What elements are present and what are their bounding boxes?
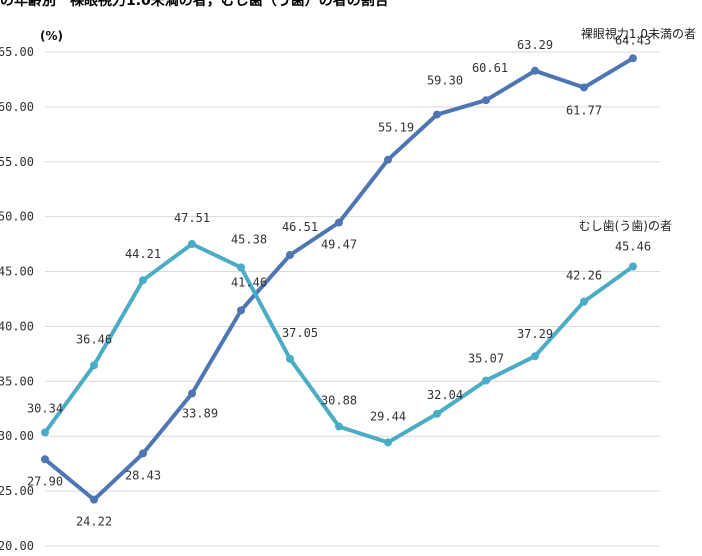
dental-caries-data-label: 42.26 [566, 269, 602, 283]
y-tick-label: 20.00 [0, 539, 34, 553]
naked-eye-vision-data-label: 63.29 [517, 38, 553, 52]
dental-caries-data-label: 47.51 [174, 211, 210, 225]
naked-eye-vision-point [629, 54, 637, 63]
y-tick-label: 50.00 [0, 210, 34, 224]
y-tick-label: 60.00 [0, 100, 34, 114]
naked-eye-vision-series-label: 裸眼視力1.0未満の者 [581, 26, 696, 41]
dental-caries-point [188, 240, 196, 249]
naked-eye-vision-data-label: 60.61 [472, 61, 508, 75]
dental-caries-point [41, 428, 49, 437]
dental-caries-point [482, 376, 490, 385]
y-tick-label: 35.00 [0, 374, 34, 388]
naked-eye-vision-point [139, 449, 147, 458]
naked-eye-vision-data-label: 33.89 [182, 407, 218, 421]
dental-caries-series-line [43, 242, 635, 445]
y-tick-label: 65.00 [0, 45, 34, 59]
naked-eye-vision-point [188, 389, 196, 398]
dental-caries-data-label: 32.04 [427, 388, 463, 402]
naked-eye-vision-point [237, 306, 245, 315]
dental-caries-point [580, 297, 588, 306]
naked-eye-vision-series-line [43, 56, 635, 502]
y-tick-label: 40.00 [0, 319, 34, 333]
y-tick-label: 45.00 [0, 265, 34, 279]
naked-eye-vision-data-label: 46.51 [282, 220, 318, 234]
naked-eye-vision-data-label: 49.47 [321, 237, 357, 251]
dental-caries-data-label: 44.21 [125, 247, 161, 261]
naked-eye-vision-data-label: 27.90 [27, 474, 63, 488]
y-tick-label: 25.00 [0, 484, 34, 498]
naked-eye-vision-data-label: 64.43 [615, 33, 651, 47]
naked-eye-vision-point [433, 110, 441, 119]
dental-caries-point [237, 263, 245, 272]
naked-eye-vision-data-label: 59.30 [427, 74, 463, 88]
naked-eye-vision-point [335, 218, 343, 227]
dental-caries-point [629, 262, 637, 271]
dental-caries-data-label: 36.46 [76, 332, 112, 346]
dental-caries-point [384, 438, 392, 447]
naked-eye-vision-data-label: 41.46 [231, 275, 267, 289]
dental-caries-point [286, 354, 294, 363]
naked-eye-vision-point [580, 83, 588, 92]
dental-caries-point [139, 276, 147, 285]
dental-caries-data-label: 45.38 [231, 232, 267, 246]
naked-eye-vision-point [286, 250, 294, 259]
naked-eye-vision-data-label: 55.19 [378, 121, 414, 135]
chart-title: の年齢別 裸眼視力1.0未満の者，むし歯（う歯）の者の割合 [0, 0, 389, 9]
dental-caries-data-label: 29.44 [370, 409, 406, 423]
dental-caries-data-label: 30.34 [27, 401, 63, 415]
naked-eye-vision-point [384, 155, 392, 164]
naked-eye-vision-data-label: 61.77 [566, 103, 602, 117]
dental-caries-data-label: 35.07 [468, 352, 504, 366]
dental-caries-point [433, 409, 441, 418]
naked-eye-vision-point [90, 495, 98, 504]
y-axis-unit-label: (%) [40, 29, 63, 43]
dental-caries-point [335, 422, 343, 431]
dental-caries-data-label: 30.88 [321, 394, 357, 408]
y-tick-label: 55.00 [0, 155, 34, 169]
naked-eye-vision-point [531, 66, 539, 75]
dental-caries-data-label: 37.05 [282, 326, 318, 340]
y-tick-label: 30.00 [0, 429, 34, 443]
dental-caries-point [531, 352, 539, 361]
naked-eye-vision-data-label: 28.43 [125, 468, 161, 482]
naked-eye-vision-point [41, 455, 49, 464]
naked-eye-vision-data-label: 24.22 [76, 515, 112, 529]
dental-caries-point [90, 361, 98, 370]
dental-caries-series-label: むし歯(う歯)の者 [579, 219, 672, 233]
dental-caries-data-label: 37.29 [517, 327, 553, 341]
dental-caries-data-label: 45.46 [615, 240, 651, 254]
naked-eye-vision-point [482, 96, 490, 105]
